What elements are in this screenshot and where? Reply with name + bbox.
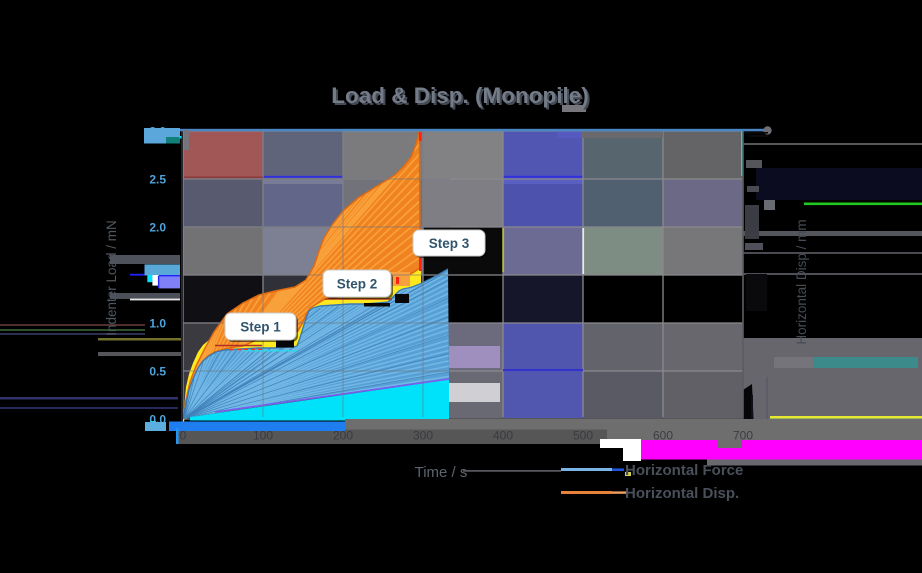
svg-text:200: 200: [333, 429, 353, 443]
svg-text:2.5: 2.5: [149, 173, 166, 187]
svg-text:Horizontal Force: Horizontal Force: [625, 462, 743, 479]
svg-text:Load & Disp. (Monopile): Load & Disp. (Monopile): [333, 85, 590, 110]
svg-text:Step 1: Step 1: [240, 320, 281, 335]
svg-text:0.5: 0.5: [149, 365, 166, 379]
svg-text:700: 700: [733, 429, 753, 443]
svg-text:500: 500: [573, 429, 593, 443]
svg-text:600: 600: [653, 429, 673, 443]
svg-text:0: 0: [180, 429, 187, 443]
svg-text:Horizontal Disp / mm: Horizontal Disp / mm: [794, 219, 809, 344]
svg-text:Load & Disp. (Monopile): Load & Disp. (Monopile): [331, 83, 588, 108]
svg-text:Time / s: Time / s: [415, 464, 468, 481]
svg-text:2.0: 2.0: [149, 221, 166, 235]
svg-text:Step 2: Step 2: [337, 277, 378, 292]
svg-text:Horizontal Disp.: Horizontal Disp.: [625, 485, 739, 502]
svg-text:300: 300: [413, 429, 433, 443]
svg-text:100: 100: [253, 429, 273, 443]
svg-text:Step 3: Step 3: [429, 236, 470, 251]
svg-text:400: 400: [493, 429, 513, 443]
svg-text:1.0: 1.0: [149, 317, 166, 331]
svg-text:Indenter Load / mN: Indenter Load / mN: [104, 220, 119, 336]
